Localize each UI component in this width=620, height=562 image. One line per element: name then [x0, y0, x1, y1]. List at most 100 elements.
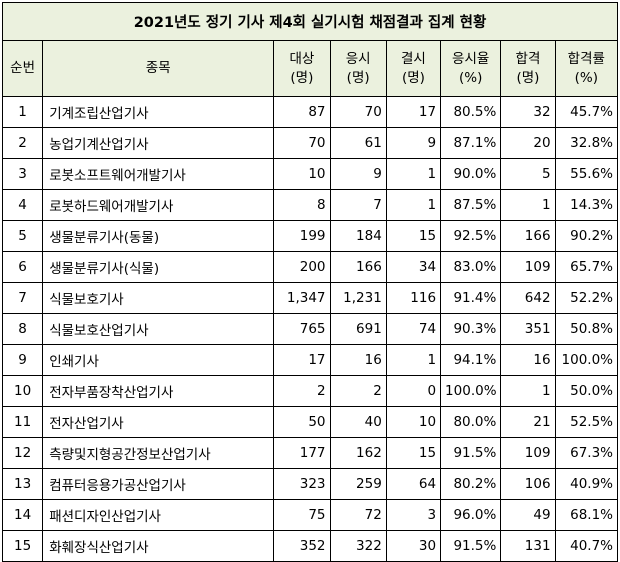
cell-pass-rate: 55.6%	[554, 158, 619, 190]
cell-pass-rate: 40.7%	[554, 530, 619, 562]
header-text: (%)	[459, 69, 483, 86]
cell-target: 70	[273, 127, 331, 159]
table-row: 8 식물보호산업기사 765 691 74 90.3% 351 50.8%	[1, 313, 619, 345]
table-row: 14 패션디자인산업기사 75 72 3 96.0% 49 68.1%	[1, 499, 619, 531]
cell-no: 9	[1, 344, 44, 376]
cell-no: 8	[1, 313, 44, 345]
cell-pass-rate: 50.8%	[554, 313, 619, 345]
table-row: 5 생물분류기사(동물) 199 184 15 92.5% 166 90.2%	[1, 220, 619, 252]
table-body: 1 기계조립산업기사 87 70 17 80.5% 32 45.7% 2 농업기계산업기사 70 61…	[1, 96, 619, 562]
cell-item: 로봇하드웨어개발기사	[42, 189, 275, 221]
cell-no: 4	[1, 189, 44, 221]
header-text: 종목	[145, 60, 171, 76]
table-row: 4 로봇하드웨어개발기사 8 7 1 87.5% 1 14.3%	[1, 189, 619, 221]
cell-applied: 72	[329, 499, 387, 531]
header-target: 대상 (명)	[273, 40, 331, 97]
cell-target: 352	[273, 530, 331, 562]
cell-apply-rate: 91.5%	[440, 437, 502, 469]
table-row: 15 화훼장식산업기사 352 322 30 91.5% 131 40.7%	[1, 530, 619, 562]
cell-item: 로봇소프트웨어개발기사	[42, 158, 275, 190]
header-text: 합격	[515, 50, 541, 67]
cell-passed: 16	[500, 344, 556, 376]
cell-apply-rate: 80.5%	[440, 96, 502, 128]
table-row: 12 측량및지형공간정보산업기사 177 162 15 91.5% 109 67.3%	[1, 437, 619, 469]
cell-pass-rate: 52.5%	[554, 406, 619, 438]
cell-passed: 109	[500, 251, 556, 283]
header-applied: 응시 (명)	[329, 40, 387, 97]
cell-apply-rate: 80.0%	[440, 406, 502, 438]
cell-item: 화훼장식산업기사	[42, 530, 275, 562]
header-item: 종목	[42, 40, 275, 97]
cell-target: 10	[273, 158, 331, 190]
table-row: 6 생물분류기사(식물) 200 166 34 83.0% 109 65.7%	[1, 251, 619, 283]
cell-absent: 116	[385, 282, 442, 314]
cell-no: 6	[1, 251, 44, 283]
table-row: 10 전자부품장착산업기사 2 2 0 100.0% 1 50.0%	[1, 375, 619, 407]
cell-absent: 30	[385, 530, 442, 562]
cell-applied: 166	[329, 251, 387, 283]
cell-target: 87	[273, 96, 331, 128]
cell-passed: 32	[500, 96, 556, 128]
cell-no: 2	[1, 127, 44, 159]
cell-applied: 2	[329, 375, 387, 407]
header-passed: 합격 (명)	[500, 40, 556, 97]
table-row: 7 식물보호기사 1,347 1,231 116 91.4% 642 52.2%	[1, 282, 619, 314]
cell-target: 199	[273, 220, 331, 252]
header-text: 응시율	[452, 50, 490, 67]
cell-apply-rate: 96.0%	[440, 499, 502, 531]
cell-no: 15	[1, 530, 44, 562]
cell-no: 1	[1, 96, 44, 128]
cell-pass-rate: 40.9%	[554, 468, 619, 500]
cell-pass-rate: 52.2%	[554, 282, 619, 314]
cell-applied: 691	[329, 313, 387, 345]
cell-target: 1,347	[273, 282, 331, 314]
header-text: (명)	[346, 69, 370, 86]
header-text: 응시	[345, 50, 371, 67]
cell-applied: 40	[329, 406, 387, 438]
cell-applied: 184	[329, 220, 387, 252]
header-apply-rate: 응시율 (%)	[440, 40, 502, 97]
cell-target: 200	[273, 251, 331, 283]
cell-pass-rate: 14.3%	[554, 189, 619, 221]
cell-no: 11	[1, 406, 44, 438]
table-row: 11 전자산업기사 50 40 10 80.0% 21 52.5%	[1, 406, 619, 438]
cell-target: 323	[273, 468, 331, 500]
cell-absent: 1	[385, 344, 442, 376]
header-row: 순번 종목 대상 (명) 응시 (명) 결시 (명) 응시율 (%) 합격 (명) 합격률 (%)	[1, 40, 619, 97]
cell-absent: 3	[385, 499, 442, 531]
cell-item: 생물분류기사(식물)	[42, 251, 275, 283]
cell-item: 생물분류기사(동물)	[42, 220, 275, 252]
cell-applied: 1,231	[329, 282, 387, 314]
cell-passed: 106	[500, 468, 556, 500]
cell-item: 측량및지형공간정보산업기사	[42, 437, 275, 469]
header-text: 결시	[401, 50, 426, 67]
cell-item: 전자산업기사	[42, 406, 275, 438]
table-row: 2 농업기계산업기사 70 61 9 87.1% 20 32.8%	[1, 127, 619, 159]
cell-applied: 322	[329, 530, 387, 562]
header-text: 대상	[289, 50, 315, 67]
cell-absent: 17	[385, 96, 442, 128]
cell-apply-rate: 80.2%	[440, 468, 502, 500]
cell-passed: 109	[500, 437, 556, 469]
cell-pass-rate: 90.2%	[554, 220, 619, 252]
cell-absent: 10	[385, 406, 442, 438]
header-text: (명)	[516, 69, 540, 86]
cell-apply-rate: 87.1%	[440, 127, 502, 159]
cell-no: 13	[1, 468, 44, 500]
header-text: (%)	[574, 69, 598, 86]
table-row: 13 컴퓨터응용가공산업기사 323 259 64 80.2% 106 40.9%	[1, 468, 619, 500]
header-absent: 결시 (명)	[385, 40, 442, 97]
header-text: (명)	[290, 69, 314, 86]
cell-applied: 16	[329, 344, 387, 376]
cell-pass-rate: 65.7%	[554, 251, 619, 283]
cell-apply-rate: 91.4%	[440, 282, 502, 314]
cell-pass-rate: 32.8%	[554, 127, 619, 159]
cell-applied: 162	[329, 437, 387, 469]
cell-absent: 1	[385, 189, 442, 221]
cell-item: 인쇄기사	[42, 344, 275, 376]
cell-passed: 1	[500, 375, 556, 407]
cell-item: 전자부품장착산업기사	[42, 375, 275, 407]
cell-pass-rate: 100.0%	[554, 344, 619, 376]
